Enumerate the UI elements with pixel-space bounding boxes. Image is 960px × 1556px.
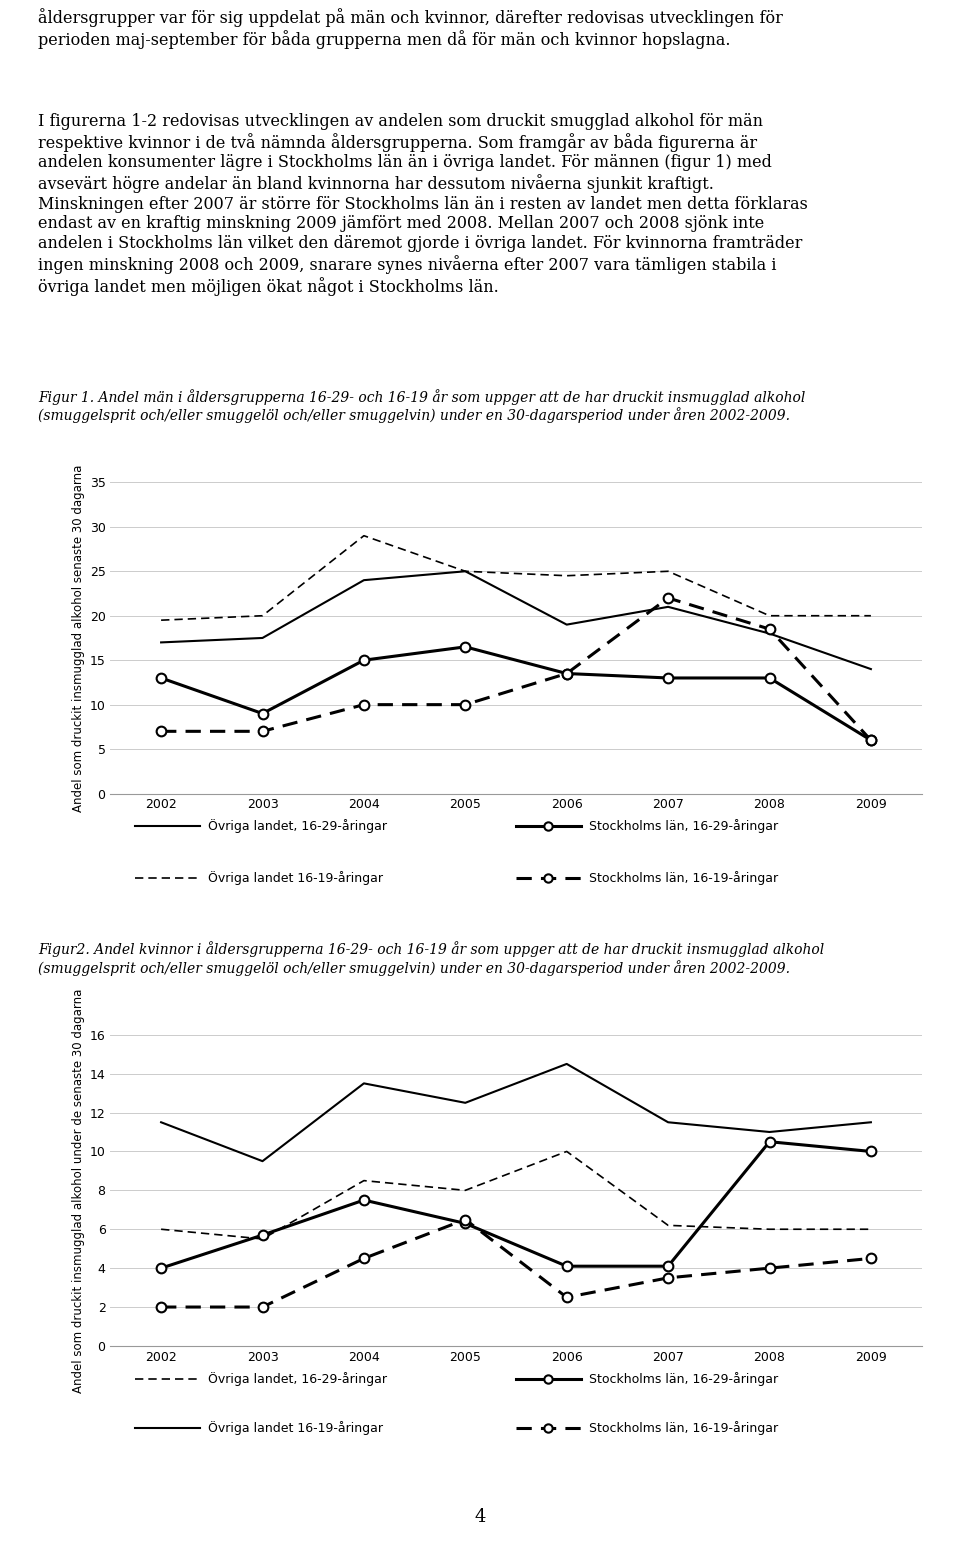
Text: Övriga landet 16-19-åringar: Övriga landet 16-19-åringar	[207, 871, 383, 884]
Text: Övriga landet, 16-29-åringar: Övriga landet, 16-29-åringar	[207, 820, 387, 832]
Text: Stockholms län, 16-19-åringar: Stockholms län, 16-19-åringar	[589, 1421, 779, 1435]
Text: I figurerna 1-2 redovisas utvecklingen av andelen som druckit smugglad alkohol f: I figurerna 1-2 redovisas utvecklingen a…	[38, 114, 808, 296]
Text: Övriga landet, 16-29-åringar: Övriga landet, 16-29-åringar	[207, 1372, 387, 1386]
Text: Övriga landet 16-19-åringar: Övriga landet 16-19-åringar	[207, 1421, 383, 1435]
Text: åldersgrupper var för sig uppdelat på män och kvinnor, därefter redovisas utveck: åldersgrupper var för sig uppdelat på mä…	[38, 8, 783, 48]
Text: Figur2. Andel kvinnor i åldersgrupperna 16-29- och 16-19 år som uppger att de ha: Figur2. Andel kvinnor i åldersgrupperna …	[38, 941, 825, 976]
Text: Stockholms län, 16-29-åringar: Stockholms län, 16-29-åringar	[589, 820, 779, 832]
Text: Stockholms län, 16-29-åringar: Stockholms län, 16-29-åringar	[589, 1372, 779, 1386]
Y-axis label: Andel som druckit insmugglad alkohol senaste 30 dagarna: Andel som druckit insmugglad alkohol sen…	[73, 464, 85, 812]
Text: 4: 4	[474, 1508, 486, 1526]
Y-axis label: Andel som druckit insmugglad alkohol under de senaste 30 dagarna: Andel som druckit insmugglad alkohol und…	[73, 988, 85, 1393]
Text: Figur 1. Andel män i åldersgrupperna 16-29- och 16-19 år som uppger att de har d: Figur 1. Andel män i åldersgrupperna 16-…	[38, 389, 805, 423]
Text: Stockholms län, 16-19-åringar: Stockholms län, 16-19-åringar	[589, 871, 779, 884]
